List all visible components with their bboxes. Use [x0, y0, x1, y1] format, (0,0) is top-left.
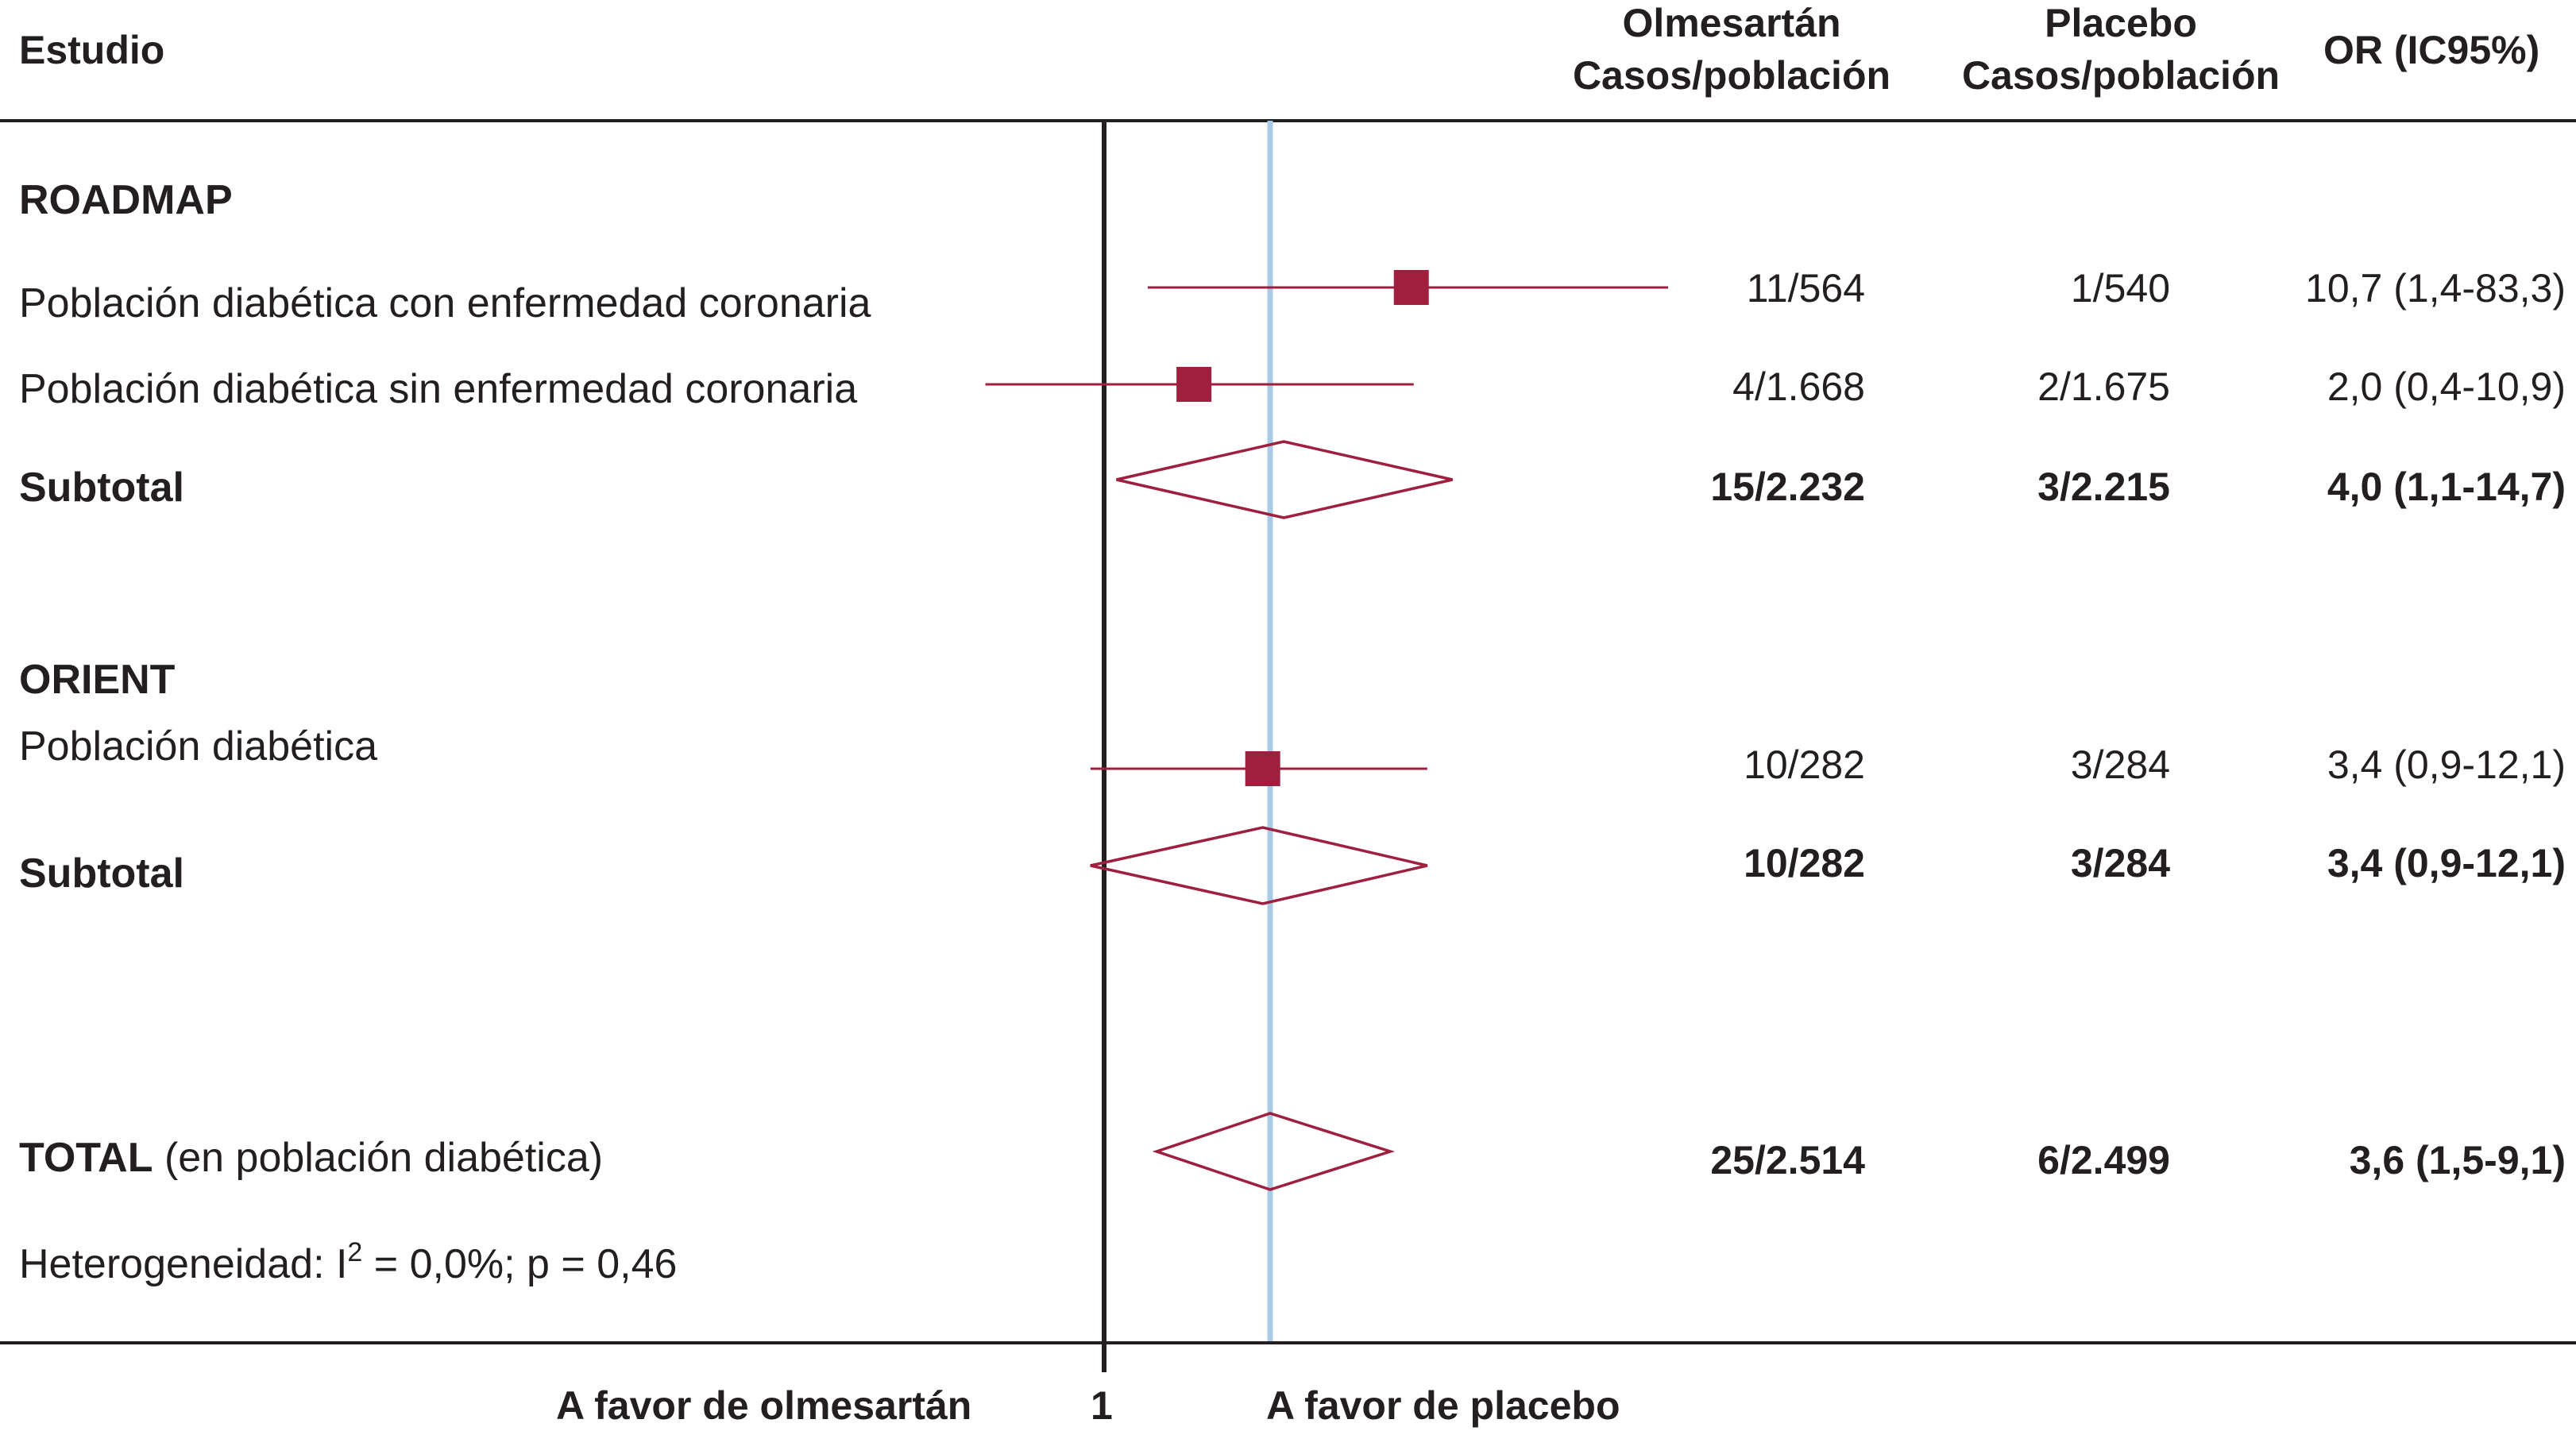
olm-value: 15/2.232 — [1710, 465, 1865, 509]
or-value: 3,6 (1,5-9,1) — [2349, 1138, 2566, 1182]
header-or: OR (IC95%) — [2323, 28, 2540, 72]
point-estimate-square — [1245, 751, 1280, 786]
placebo-value: 1/540 — [2070, 266, 2170, 310]
or-value: 4,0 (1,1-14,7) — [2327, 465, 2566, 509]
placebo-value: 6/2.499 — [2037, 1138, 2170, 1182]
header-study: Estudio — [19, 28, 165, 72]
heterogeneity-prefix: Heterogeneidad: I — [19, 1241, 348, 1287]
olm-value: 10/282 — [1744, 742, 1865, 787]
forest-marks — [985, 270, 1668, 1191]
row-label-3: Población diabética — [19, 723, 377, 770]
total-label-bold: TOTAL — [19, 1135, 153, 1181]
header-olmesartan-line2: Casos/población — [1572, 53, 1891, 98]
placebo-value: 2/1.675 — [2037, 364, 2170, 409]
or-value: 10,7 (1,4-83,3) — [2305, 266, 2566, 310]
point-estimate-square — [1393, 270, 1429, 305]
or-value: 3,4 (0,9-12,1) — [2327, 841, 2566, 885]
olm-value: 10/282 — [1744, 841, 1865, 885]
row-label-subtotal-2: Subtotal — [19, 850, 184, 897]
section-orient: ORIENT — [19, 657, 176, 703]
axis-null-label: 1 — [1091, 1383, 1113, 1428]
header-olmesartan-line1: Olmesartán — [1622, 1, 1841, 45]
summary-diamond — [1090, 826, 1428, 905]
or-value: 2,0 (0,4-10,9) — [2327, 364, 2566, 409]
footer-rule — [0, 1341, 2576, 1344]
olm-value: 25/2.514 — [1710, 1138, 1865, 1182]
axis-right-label: A favor de placebo — [1266, 1383, 1620, 1428]
total-label-rest: (en población diabética) — [153, 1135, 604, 1181]
summary-diamond — [1152, 1112, 1396, 1191]
summary-diamond — [1116, 440, 1453, 519]
or-value: 3,4 (0,9-12,1) — [2327, 742, 2566, 787]
section-roadmap: ROADMAP — [19, 177, 233, 223]
olm-value: 4/1.668 — [1732, 364, 1865, 409]
row-label-total: TOTAL (en población diabética) — [19, 1137, 603, 1178]
heterogeneity-suffix: = 0,0%; p = 0,46 — [362, 1241, 678, 1287]
point-estimate-square — [1176, 367, 1212, 402]
header-placebo: Placebo Casos/población — [1938, 0, 2304, 102]
row-label-2: Población diabética sin enfermedad coron… — [19, 366, 858, 412]
header-rule — [0, 119, 2576, 122]
placebo-value: 3/284 — [2070, 841, 2170, 885]
header-olmesartan: Olmesartán Casos/población — [1549, 0, 1914, 102]
header-placebo-line1: Placebo — [2045, 1, 2197, 45]
axis-left-label: A favor de olmesartán — [556, 1383, 972, 1428]
placebo-value: 3/2.215 — [2037, 465, 2170, 509]
header-placebo-line2: Casos/población — [1961, 53, 2281, 98]
heterogeneity-text: Heterogeneidad: I2 = 0,0%; p = 0,46 — [19, 1239, 678, 1287]
heterogeneity-sup: 2 — [347, 1237, 363, 1267]
placebo-value: 3/284 — [2070, 742, 2170, 787]
olm-value: 11/564 — [1746, 266, 1865, 310]
row-label-1: Población diabética con enfermedad coron… — [19, 280, 871, 326]
row-label-subtotal-1: Subtotal — [19, 465, 184, 511]
